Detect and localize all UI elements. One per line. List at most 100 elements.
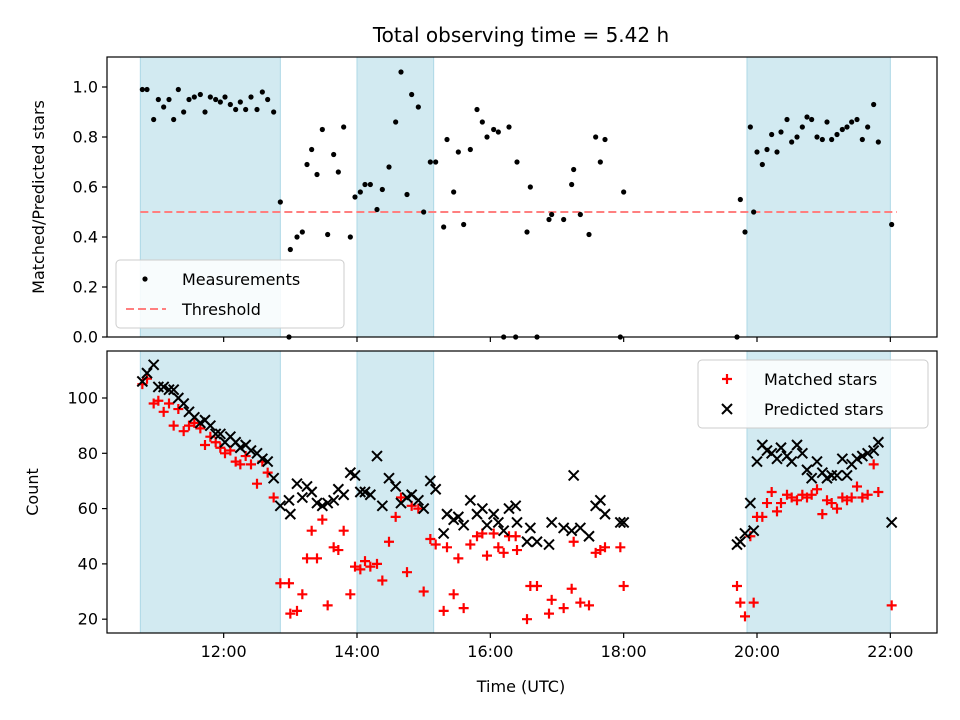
data-point <box>844 124 850 130</box>
data-point <box>207 94 213 100</box>
data-point <box>546 594 557 605</box>
data-point <box>817 509 828 520</box>
data-point <box>824 119 830 125</box>
data-point <box>144 86 150 93</box>
data-point <box>147 359 160 371</box>
data-point <box>354 486 367 498</box>
data-point <box>493 542 504 553</box>
data-point <box>430 539 441 550</box>
data-point <box>200 440 210 450</box>
data-point <box>544 608 554 619</box>
data-point <box>398 69 404 75</box>
data-point <box>349 469 361 482</box>
data-point <box>345 589 356 600</box>
data-point <box>744 497 757 509</box>
data-point <box>521 536 533 548</box>
data-point <box>164 398 174 409</box>
data-point <box>427 159 433 165</box>
data-point <box>839 126 845 133</box>
data-point <box>377 575 388 586</box>
data-point <box>846 492 857 503</box>
data-point <box>732 581 742 591</box>
x-tick-label: 22:00 <box>867 642 913 661</box>
y-tick-label: 80 <box>78 444 98 463</box>
data-point <box>472 531 482 542</box>
data-point <box>495 129 501 135</box>
data-point <box>527 184 533 190</box>
data-point <box>492 516 505 529</box>
data-point <box>267 472 280 484</box>
data-point <box>751 455 763 468</box>
data-point <box>184 420 194 431</box>
data-point <box>425 534 436 544</box>
data-point <box>142 373 152 384</box>
data-point <box>778 129 784 135</box>
data-point <box>321 497 334 509</box>
data-point <box>259 89 265 95</box>
data-point <box>834 131 840 138</box>
data-point <box>233 106 239 113</box>
data-point <box>175 86 181 93</box>
data-point <box>487 508 500 520</box>
data-point <box>754 149 760 155</box>
y-tick-label: 0.4 <box>73 228 98 247</box>
data-point <box>497 524 510 537</box>
x-tick-label: 18:00 <box>601 642 647 661</box>
data-point <box>794 134 800 140</box>
data-point <box>514 159 520 165</box>
data-point <box>557 522 570 534</box>
legend-marker <box>722 374 732 384</box>
data-point <box>872 436 885 448</box>
data-point <box>291 477 303 490</box>
data-point <box>785 455 798 468</box>
data-point <box>139 86 145 93</box>
data-point <box>862 489 873 500</box>
data-point <box>889 221 895 228</box>
y-tick-label: 40 <box>78 554 98 573</box>
data-point <box>153 395 164 406</box>
data-point <box>389 480 402 493</box>
data-point <box>157 381 170 393</box>
data-point <box>831 469 843 482</box>
data-point <box>600 542 610 553</box>
data-point <box>284 578 294 589</box>
data-point <box>277 199 283 205</box>
data-point <box>384 536 394 547</box>
data-point <box>453 553 464 564</box>
data-point <box>234 442 247 454</box>
data-point <box>284 508 297 520</box>
data-point <box>312 553 322 564</box>
data-point <box>360 556 370 567</box>
data-point <box>856 450 869 462</box>
data-point <box>545 516 558 529</box>
data-point <box>482 550 492 561</box>
data-point <box>367 181 373 188</box>
y-tick-label: 0.0 <box>73 328 98 347</box>
data-point <box>136 375 149 388</box>
data-point <box>433 159 439 165</box>
data-point <box>594 494 607 507</box>
data-point <box>171 116 177 123</box>
data-point <box>867 444 880 457</box>
data-point <box>248 94 254 100</box>
data-point <box>503 502 515 515</box>
data-point <box>333 545 344 556</box>
data-point <box>317 514 328 525</box>
data-point <box>355 564 366 575</box>
data-point <box>479 119 485 125</box>
data-point <box>465 539 476 550</box>
data-point <box>467 146 473 153</box>
data-point <box>322 600 333 611</box>
data-point <box>275 578 286 589</box>
y-tick-label: 60 <box>78 499 98 518</box>
data-point <box>186 96 192 103</box>
data-point <box>325 231 331 238</box>
data-point <box>832 503 842 514</box>
data-point <box>805 472 818 484</box>
data-point <box>167 383 180 396</box>
data-point <box>319 126 325 133</box>
data-point <box>316 500 329 512</box>
legend-marker <box>142 276 148 282</box>
data-point <box>742 229 748 235</box>
data-point <box>393 119 399 125</box>
